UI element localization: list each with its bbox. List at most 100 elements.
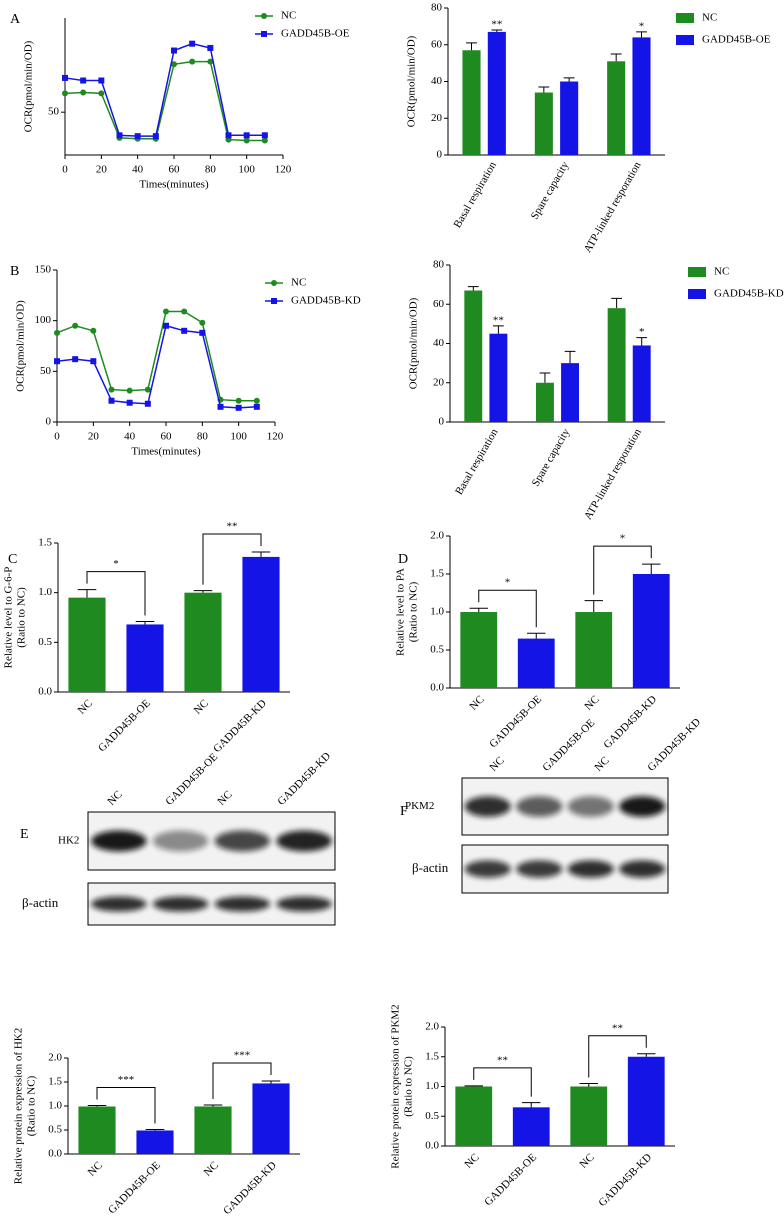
y-tick-label: 0.0 [38,686,52,698]
blot-band [464,860,511,878]
marker [98,90,105,97]
legend-swatch [676,35,694,45]
blot-band [152,896,209,912]
error-bar [203,1104,223,1107]
error-bar [135,620,155,625]
x-tick-label: NC [86,1159,105,1178]
y-tick-label: 50 [40,365,52,377]
panel-label: E [20,827,29,842]
lane-label: NC [215,789,234,808]
marker [98,77,105,84]
x-tick-label: Basal respiration [453,426,501,497]
row-label: HK2 [58,835,79,847]
blot-band [152,830,209,852]
y-axis-label: Relative protein expression of HK2 [13,1028,25,1184]
bar [575,612,613,688]
series-line [56,310,257,402]
bar [194,1106,232,1154]
row-label: β-actin [22,895,59,910]
bar [184,592,222,692]
panel-label: A [10,12,21,27]
marker [163,308,169,315]
error-bar [610,53,622,62]
legend-label: GADD45B-OE [702,34,771,46]
y-axis-label: OCR(pmol/min/OD) [15,300,27,392]
y-tick-label: 0.0 [48,1148,62,1160]
marker [235,404,242,411]
error-bar [538,86,550,93]
y-tick-label: 40 [431,75,443,87]
y-tick-label: 150 [35,264,52,276]
row-label: PKM2 [405,800,434,812]
bar [242,556,280,692]
y-tick-label: 80 [431,2,443,14]
y-tick-label: 20 [433,376,445,388]
y-tick-label: 0 [437,149,443,161]
error-bar [611,297,622,309]
y-axis-label: OCR(pmol/min/OD) [408,297,420,389]
error-bar [636,31,647,38]
error-bar [493,325,504,334]
x-tick-label: Spare capacity [529,159,572,221]
marker [54,358,60,365]
y-tick-label: 2.0 [430,530,444,542]
y-tick-label: 60 [433,298,445,310]
blot-band [276,830,332,852]
legend-marker [271,280,277,286]
significance: * [505,577,511,589]
legend-label: NC [714,266,729,278]
marker [243,132,250,139]
significance-bracket [96,1087,156,1124]
marker [189,58,196,65]
significance-bracket [202,533,262,585]
y-tick-label: 50 [48,106,60,118]
blot-band [567,796,614,817]
significance: * [620,533,626,545]
bar [536,382,554,422]
marker [243,137,250,144]
error-bar [527,632,546,639]
error-bar [637,1053,656,1057]
bar [534,92,553,155]
bar [607,61,626,155]
y-tick-label: 0 [439,416,445,428]
legend-label: GADD45B-KD [291,295,361,307]
significance: *** [234,1050,251,1062]
error-bar [261,1080,281,1084]
error-bar [642,563,661,574]
legend-label: NC [702,12,717,24]
x-tick-label: GADD45B-KD [601,693,659,751]
y-axis-label: (Ratio to NC) [408,581,420,642]
legend-marker [261,31,267,37]
blot-band [214,830,271,852]
marker [171,47,177,54]
x-tick-label: 80 [205,164,217,176]
significance-bracket [473,1067,532,1097]
x-tick-label: 60 [161,431,173,443]
y-tick-label: 60 [431,38,443,50]
x-tick-label: NC [467,693,486,712]
error-bar [564,350,576,364]
marker [235,397,242,404]
error-bar [464,1085,483,1087]
y-tick-label: 0.0 [430,682,444,694]
significance-bracket [478,589,537,628]
marker [261,137,268,144]
x-tick-label: 100 [238,164,255,176]
y-tick-label: 1.5 [425,1050,439,1062]
marker [181,308,188,315]
bar [126,624,164,692]
x-tick-label: GADD45B-KD [596,1151,654,1209]
error-bar [251,551,271,557]
x-tick-label: ATP-linked resporation [582,159,644,255]
error-bar [579,1083,598,1087]
significance-bracket [593,545,652,595]
marker [108,397,115,404]
error-bar [466,42,477,51]
marker [199,319,206,326]
bar [570,1086,608,1146]
panel-label: C [8,552,17,567]
bar [560,81,579,155]
blot-band [567,860,614,878]
